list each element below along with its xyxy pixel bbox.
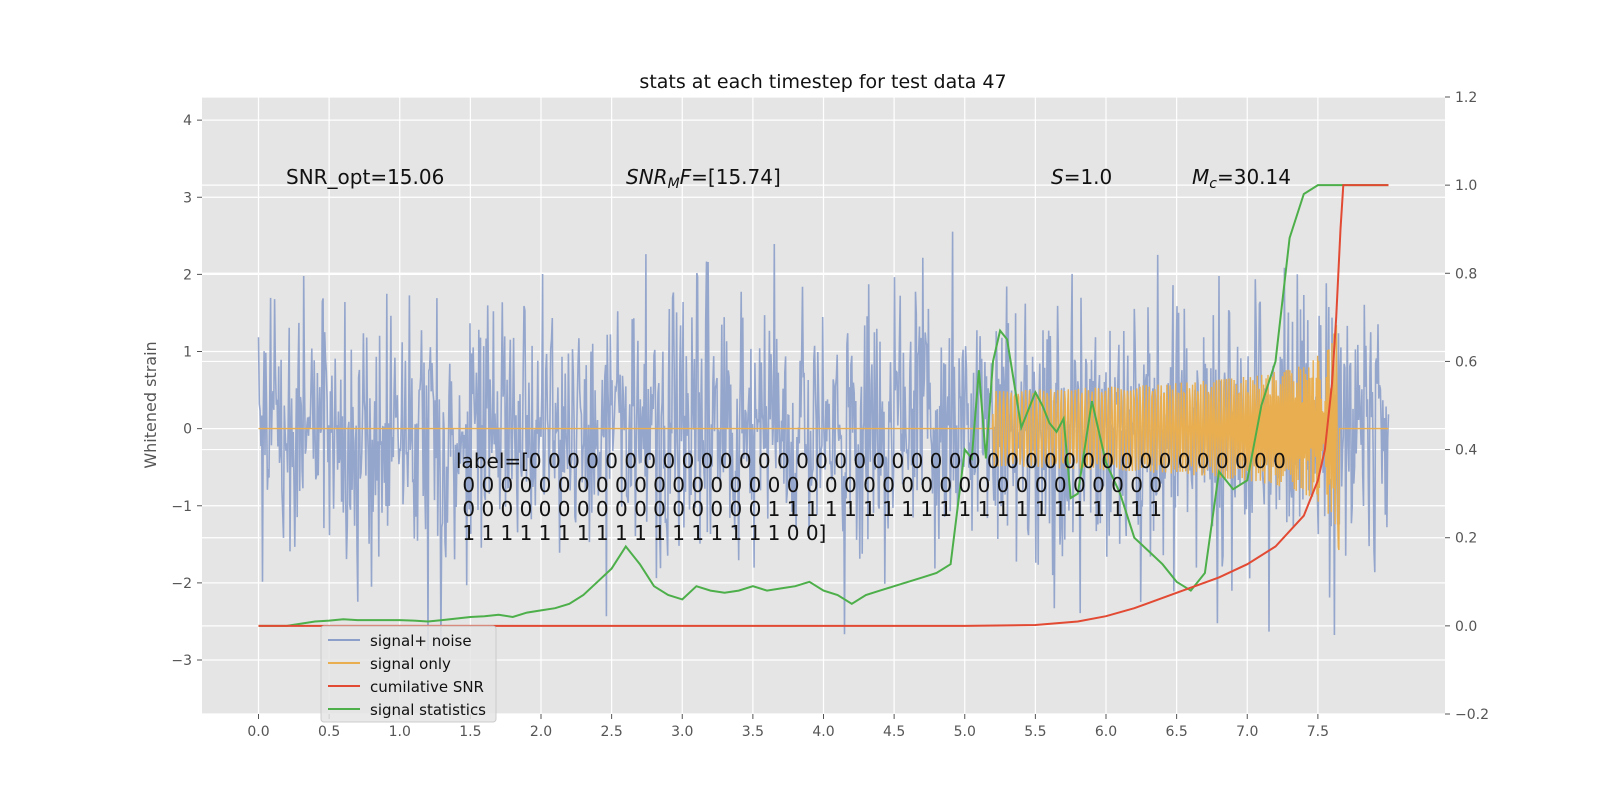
label-line-1: label=[0 0 0 0 0 0 0 0 0 0 0 0 0 0 0 0 0… bbox=[456, 449, 1286, 473]
y-tick-label: 0 bbox=[183, 422, 192, 438]
annotation-s-value-text: =1.0 bbox=[1064, 165, 1113, 189]
y-tick-label: −1 bbox=[171, 499, 192, 515]
legend: signal+ noise signal only cumilative SNR… bbox=[320, 625, 497, 723]
chart-title: stats at each timestep for test data 47 bbox=[639, 71, 1006, 93]
label-line-3: 0 0 0 0 0 0 0 0 0 0 0 0 0 0 0 0 1 1 1 1 … bbox=[456, 497, 1162, 521]
annotation-s-value: S=1.0 bbox=[1051, 165, 1112, 189]
y2-tick-label: −0.2 bbox=[1455, 707, 1489, 723]
series-signal-only bbox=[258, 324, 1389, 551]
y-tick-label: 3 bbox=[183, 190, 192, 206]
x-tick-label: 6.0 bbox=[1095, 724, 1117, 740]
x-tick-label: 5.5 bbox=[1024, 724, 1046, 740]
x-tick-label: 5.0 bbox=[954, 724, 976, 740]
signal-statistics-line bbox=[258, 184, 1389, 627]
x-tick-label: 4.0 bbox=[812, 724, 834, 740]
cumulative-snr-line bbox=[258, 184, 1389, 627]
annotation-snr-opt: SNR_opt=15.06 bbox=[286, 165, 444, 189]
x-tick-label: 1.0 bbox=[389, 724, 411, 740]
x-tick-label: 6.5 bbox=[1165, 724, 1187, 740]
y2-tick-label: 0.0 bbox=[1455, 619, 1477, 635]
x-tick-label: 3.0 bbox=[671, 724, 693, 740]
label-array-text: label=[0 0 0 0 0 0 0 0 0 0 0 0 0 0 0 0 0… bbox=[456, 449, 1286, 545]
y2-tick-label: 0.8 bbox=[1455, 266, 1477, 282]
y2-tick-label: 1.0 bbox=[1455, 178, 1477, 194]
legend-label-signal-statistics: signal statistics bbox=[370, 701, 486, 719]
legend-label-signal-only: signal only bbox=[370, 655, 451, 673]
signal-only-line bbox=[258, 324, 1389, 551]
x-tick-label: 0.5 bbox=[318, 724, 340, 740]
x-tick-label: 3.5 bbox=[742, 724, 764, 740]
legend-label-cumulative-snr: cumilative SNR bbox=[370, 678, 484, 696]
y-tick-label: 1 bbox=[183, 345, 192, 361]
annotation-snr-mf-value: =[15.74] bbox=[691, 165, 781, 189]
y2-tick-label: 0.6 bbox=[1455, 354, 1477, 370]
y-tick-label: −3 bbox=[171, 653, 192, 669]
annotation-mc-value-text: =30.14 bbox=[1217, 165, 1291, 189]
label-line-4: 1 1 1 1 1 1 1 1 1 1 1 1 1 1 1 1 1 0 0] bbox=[456, 521, 826, 545]
y-tick-label: 2 bbox=[183, 267, 192, 283]
y2-tick-label: 0.2 bbox=[1455, 531, 1477, 547]
y2-tick-label: 1.2 bbox=[1455, 90, 1477, 106]
y-axis-label: Whitened strain bbox=[141, 341, 160, 468]
annotation-mc-value: Mc=30.14 bbox=[1192, 165, 1291, 192]
x-tick-label: 1.5 bbox=[459, 724, 481, 740]
x-tick-label: 4.5 bbox=[883, 724, 905, 740]
x-tick-label: 7.0 bbox=[1236, 724, 1258, 740]
x-tick-label: 2.0 bbox=[530, 724, 552, 740]
y-tick-label: 4 bbox=[183, 113, 192, 129]
legend-box bbox=[320, 625, 497, 723]
legend-label-signal-noise: signal+ noise bbox=[370, 632, 472, 650]
axis-ticks: 0.0 0.5 1.0 1.5 2.0 2.5 3.0 3.5 4.0 4.5 5.0 5.5 6.0 6… bbox=[171, 90, 1489, 740]
series-lines bbox=[258, 184, 1389, 627]
x-tick-label: 0.0 bbox=[247, 724, 269, 740]
y2-tick-label: 0.4 bbox=[1455, 443, 1477, 459]
annotation-snr-mf: SNRMF=[15.74] bbox=[626, 165, 781, 192]
label-line-2: 0 0 0 0 0 0 0 0 0 0 0 0 0 0 0 0 0 0 0 0 … bbox=[456, 473, 1162, 497]
x-tick-label: 7.5 bbox=[1307, 724, 1329, 740]
x-tick-label: 2.5 bbox=[600, 724, 622, 740]
y-tick-label: −2 bbox=[171, 576, 192, 592]
